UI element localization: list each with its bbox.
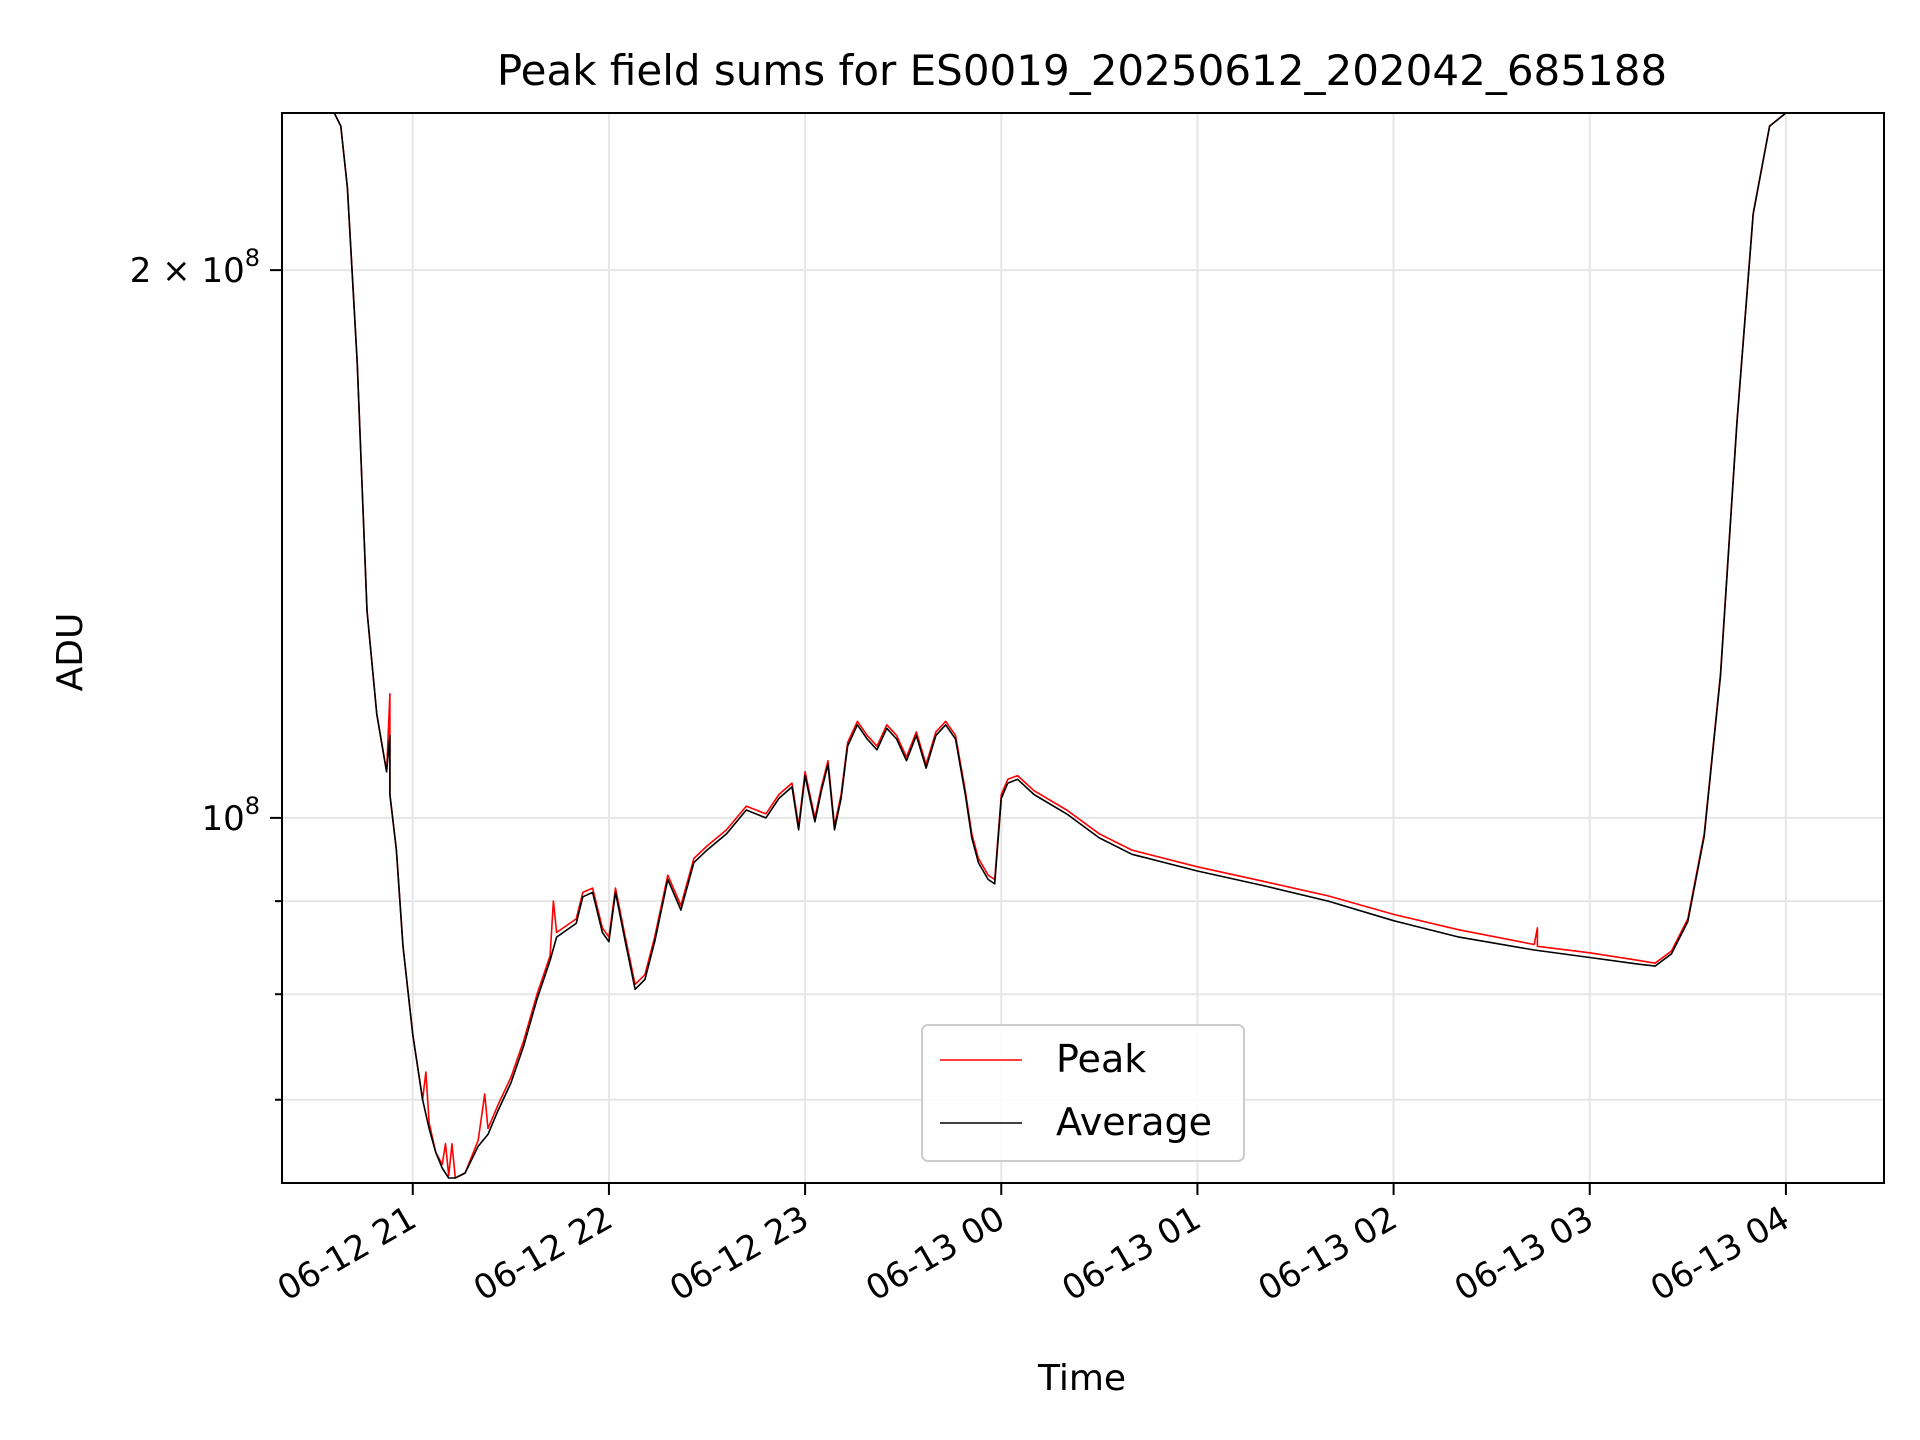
y-axis-ticks: 108 2 × 108	[130, 244, 282, 1101]
y-tick-label: 2 × 108	[130, 244, 260, 291]
legend-box	[921, 1024, 1245, 1162]
plot-series	[333, 113, 1787, 1179]
chart-title: Peak field sums for ES0019_20250612_2020…	[497, 46, 1667, 95]
y-axis-title: ADU	[50, 613, 91, 692]
x-axis-title: Time	[1037, 1358, 1126, 1399]
series-line-average	[333, 113, 1787, 1179]
grid-lines	[282, 113, 1884, 1183]
legend-label-peak: Peak	[1056, 1037, 1146, 1081]
y-tick-label: 108	[201, 792, 260, 839]
series-line-peak	[333, 113, 1787, 1179]
legend-label-average: Average	[1056, 1100, 1212, 1144]
plot-area-frame	[281, 112, 1885, 1184]
legend: Peak Average	[921, 1024, 1245, 1162]
